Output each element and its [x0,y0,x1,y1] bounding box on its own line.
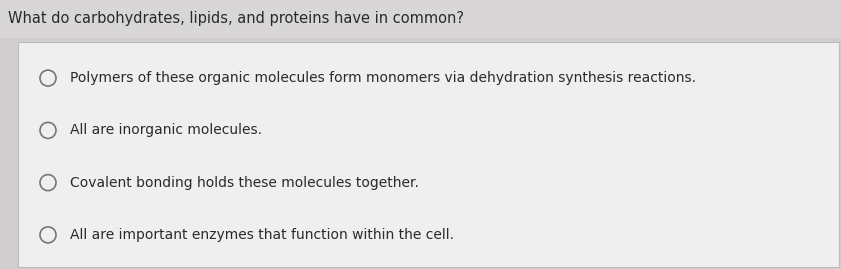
Bar [18,42,839,267]
Text: What do carbohydrates, lipids, and proteins have in common?: What do carbohydrates, lipids, and prote… [8,12,464,27]
Bar [0,0,841,38]
Text: Covalent bonding holds these molecules together.: Covalent bonding holds these molecules t… [70,176,419,190]
Text: All are important enzymes that function within the cell.: All are important enzymes that function … [70,228,454,242]
Text: All are inorganic molecules.: All are inorganic molecules. [70,123,262,137]
Text: Polymers of these organic molecules form monomers via dehydration synthesis reac: Polymers of these organic molecules form… [70,71,696,85]
